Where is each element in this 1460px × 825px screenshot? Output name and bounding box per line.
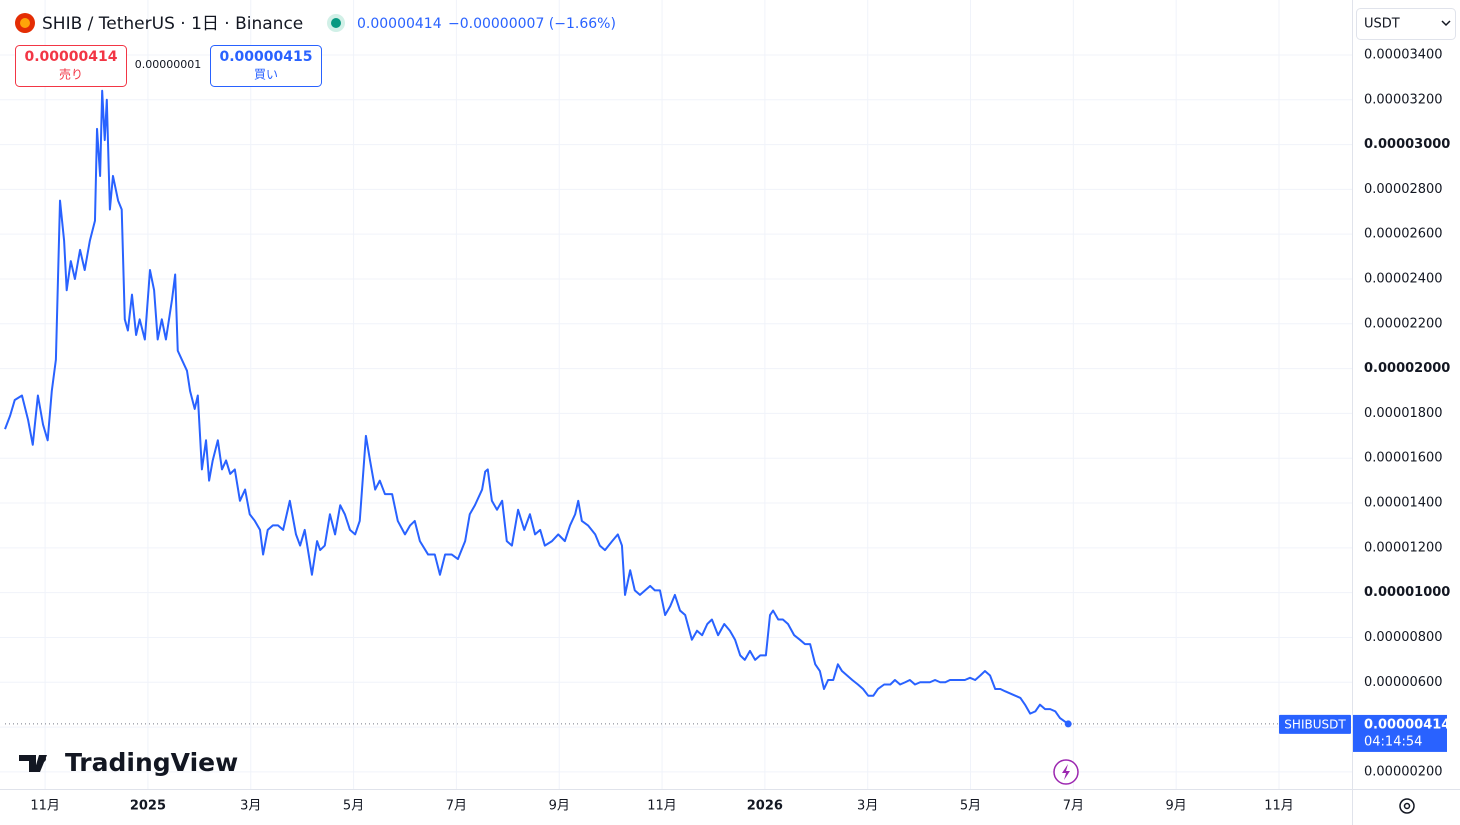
y-tick-label: 0.00001000 [1364, 585, 1450, 600]
overlay: 0.000002000.000004000.000006000.00000800… [30, 47, 1450, 813]
price-change: −0.00000007 (−1.66%) [448, 16, 616, 32]
market-status[interactable] [331, 18, 341, 28]
plot-area [0, 0, 1352, 789]
countdown: 04:14:54 [1364, 734, 1422, 749]
brand-logo [19, 755, 47, 772]
currency-label: USDT [1364, 17, 1400, 32]
x-tick-label: 7月 [1063, 799, 1084, 814]
x-tick-label: 2026 [747, 799, 783, 814]
dropdown-arrow [1441, 20, 1451, 27]
brand-name: TradingView [65, 748, 238, 777]
sell-label: 売り [59, 67, 83, 82]
y-tick-label: 0.00002800 [1364, 182, 1443, 197]
x-tick-label: 5月 [960, 799, 981, 814]
x-tick-label: 9月 [549, 799, 570, 814]
y-tick-label: 0.00000800 [1364, 630, 1443, 645]
x-tick-label: 2025 [130, 799, 166, 814]
buy-price: 0.00000415 [220, 49, 313, 65]
last-price-box [1353, 714, 1447, 752]
coin-icon-inner [20, 18, 30, 28]
y-tick-label: 0.00003000 [1364, 137, 1450, 152]
currency-dropdown[interactable] [1356, 8, 1456, 40]
y-tick-label: 0.00001800 [1364, 406, 1443, 421]
y-tick-label: 0.00001400 [1364, 496, 1443, 511]
x-tick-label: 9月 [1166, 799, 1187, 814]
spread: 0.00000001 [135, 58, 201, 71]
y-tick-label: 0.00001600 [1364, 451, 1443, 466]
series-label-box [1279, 714, 1351, 734]
symbol-title[interactable]: SHIB / TetherUS · 1日 · Binance [42, 14, 303, 34]
events-bolt [1062, 764, 1070, 780]
x-tick-label: 11月 [1264, 799, 1294, 814]
y-tick-label: 0.00001200 [1364, 540, 1443, 555]
buy-label: 買い [254, 68, 278, 82]
last-price-label: 0.00000414 [1364, 717, 1450, 732]
y-tick-label: 0.00003400 [1364, 47, 1443, 62]
x-tick-label: 5月 [343, 799, 364, 814]
sell-button[interactable] [15, 45, 127, 87]
x-tick-label: 11月 [647, 799, 677, 814]
last-point [1064, 720, 1072, 728]
settings-icon[interactable] [1399, 798, 1415, 814]
price-line [4, 89, 1069, 725]
y-tick-label: 0.00000200 [1364, 764, 1443, 779]
sell-price: 0.00000414 [25, 49, 118, 65]
x-tick-label: 7月 [446, 799, 467, 814]
y-tick-label: 0.00002200 [1364, 316, 1443, 331]
last-price: 0.00000414 [357, 16, 442, 32]
x-tick-label: 3月 [240, 799, 261, 814]
series-label: SHIBUSDT [1284, 717, 1346, 731]
buy-button[interactable] [210, 45, 322, 87]
y-tick-label: 0.00000600 [1364, 675, 1443, 690]
x-tick-label: 11月 [30, 799, 60, 814]
y-tick-label: 0.00002000 [1364, 361, 1450, 376]
brand-logo-dot [40, 756, 46, 762]
y-tick-label: 0.00002600 [1364, 227, 1443, 242]
x-tick-label: 3月 [857, 799, 878, 814]
settings-icon-center [1403, 802, 1411, 810]
y-tick-label: 0.00002400 [1364, 271, 1443, 286]
y-tick-label: 0.00003200 [1364, 92, 1443, 107]
